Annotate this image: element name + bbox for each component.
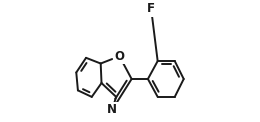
Text: O: O bbox=[114, 50, 125, 63]
Text: N: N bbox=[107, 103, 117, 116]
Text: F: F bbox=[147, 2, 155, 15]
